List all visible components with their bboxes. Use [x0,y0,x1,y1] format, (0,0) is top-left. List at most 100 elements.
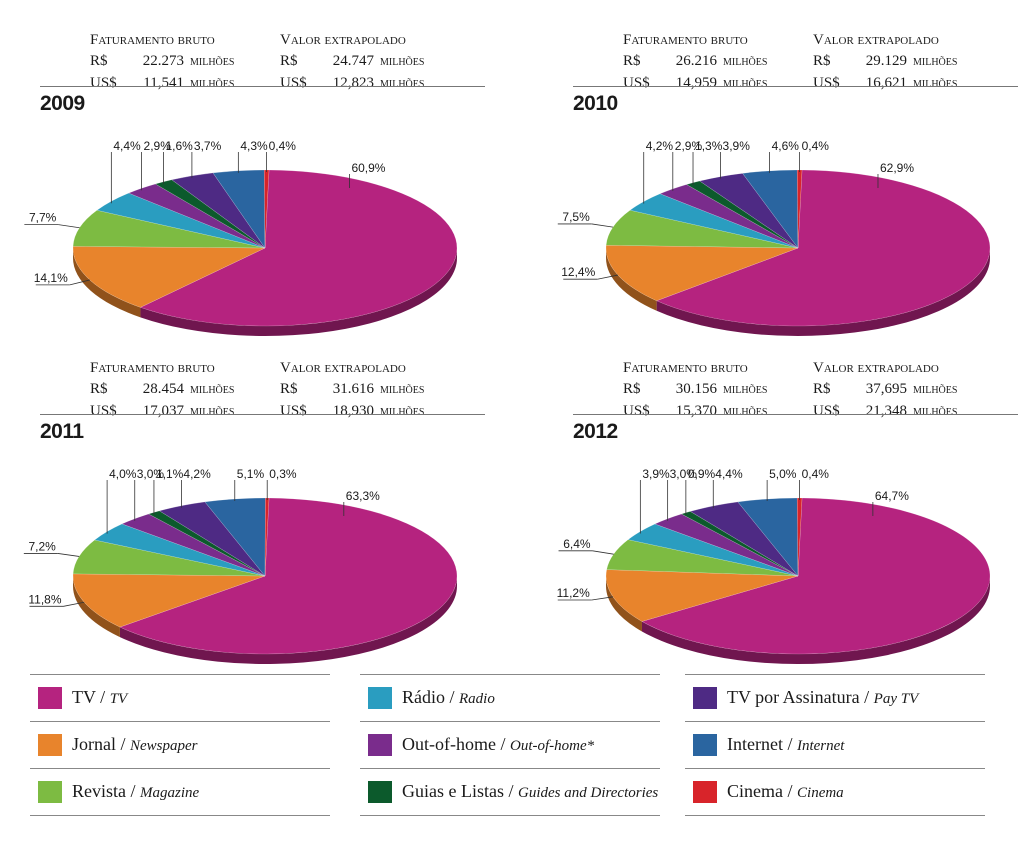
data-label: 4,2% [183,467,211,481]
pie-side [606,248,990,336]
legend-label: Rádio / Radio [402,687,495,708]
faturamento-bruto-brl-value: 28.454 [142,381,184,397]
faturamento-bruto-brl-row: R$ 30.156 milhões [623,378,813,400]
faturamento-bruto-heading: Faturamento bruto [90,32,215,48]
pie-side-tv [641,576,990,664]
data-label: 1,1% [156,467,184,481]
legend: TV / TV Jornal / Newspaper Revista / Magaz… [30,674,990,824]
legend-item-radio: Rádio / Radio [360,674,660,721]
legend-swatch [38,734,62,756]
pie-labels: 62,9% 12,4% 7,5% 4,2% 2,9%1,3% 3,9% 4,6% 0,4% [557,139,914,280]
pie-side-jornal [73,248,141,318]
currency-label: US$ [623,75,650,91]
leader-line [591,596,614,601]
legend-item-guias: Guias e Listas / Guides and Directories [360,768,660,816]
legend-column-1: TV / TV Jornal / Newspaper Revista / Magaz… [30,674,330,816]
unit-label: milhões [380,54,425,69]
valor-extrapolado-usd-value: 21,348 [865,403,907,419]
data-label: 12,4% [561,265,595,279]
legend-swatch [368,734,392,756]
leader-line [58,224,80,229]
chart-title: 2011 [40,420,84,443]
currency-label: US$ [813,75,840,91]
pie-slice-tv [119,497,458,655]
faturamento-bruto-usd-value: 17,037 [142,403,184,419]
pie-slice-tv [139,169,458,327]
currency-label: R$ [813,53,831,69]
data-label: 62,9% [880,161,914,175]
faturamento-bruto-block: Faturamento bruto R$ 28.454 milhões US$ 17,03… [90,358,280,422]
valor-extrapolado-block: Valor extrapolado R$ 31.616 milhões US$ 18,93… [280,358,470,422]
valor-extrapolado-brl-value: 29.129 [865,53,907,69]
legend-separator: / [126,781,141,801]
currency-label: R$ [90,381,108,397]
valor-extrapolado-brl-row: R$ 29.129 milhões [813,50,1003,72]
data-label: 4,3% [240,139,268,153]
valor-extrapolado-usd-value: 18,930 [332,403,374,419]
legend-label-pt: Out-of-home [402,734,496,754]
unit-label: milhões [380,404,425,419]
faturamento-bruto-usd-value: 14,959 [675,75,717,91]
legend-label-pt: TV por Assinatura [727,687,860,707]
data-label: 1,3% [695,139,723,153]
legend-label: Cinema / Cinema [727,781,844,802]
legend-swatch [693,687,717,709]
leader-line [591,223,614,228]
leader-line [597,274,618,280]
pie-top [72,169,458,327]
legend-item-jornal: Jornal / Newspaper [30,721,330,768]
chart-panel-2011: Faturamento bruto R$ 28.454 milhões US$ 17,03… [23,338,510,664]
currency-label: US$ [90,403,117,419]
currency-label: R$ [90,53,108,69]
pie-side-jornal [73,576,120,638]
valor-extrapolado-usd-row: US$ 21,348 milhões [813,400,1003,422]
legend-label-en: Out-of-home* [510,738,595,754]
data-label: 2,9% [144,139,172,153]
chart-panel-2012: Faturamento bruto R$ 30.156 milhões US$ 15,37… [557,338,1027,664]
pie-slice-jornal [605,569,799,622]
faturamento-bruto-usd-row: US$ 11,541 milhões [90,72,280,94]
valor-extrapolado-block: Valor extrapolado R$ 29.129 milhões US$ 16,62… [813,30,1003,94]
valor-extrapolado-brl-row: R$ 37,695 milhões [813,378,1003,400]
valor-extrapolado-usd-row: US$ 18,930 milhões [280,400,470,422]
data-label: 3,0% [137,467,165,481]
legend-label-en: Cinema [797,785,844,801]
data-label: 64,7% [875,489,909,503]
legend-separator: / [783,781,798,801]
data-label: 0,3% [269,467,297,481]
legend-label-pt: Revista [72,781,126,801]
data-label: 3,7% [194,139,222,153]
pie-slice-tv [655,169,991,327]
legend-separator: / [495,734,510,754]
data-label: 5,0% [769,467,797,481]
pie-labels: 64,7% 11,2% 6,4% 3,9% 3,0%0,9% 4,4% 5,0% 0,4% [557,467,909,601]
legend-label: TV / TV [72,687,127,708]
data-label: 63,3% [346,489,380,503]
chart-title: 2010 [573,92,618,115]
valor-extrapolado-block: Valor extrapolado R$ 37,695 milhões US$ 21,34… [813,358,1003,422]
valor-extrapolado-heading: Valor extrapolado [280,360,406,376]
header-rule [573,414,1018,415]
legend-item-revista: Revista / Magazine [30,768,330,816]
unit-label: milhões [913,54,958,69]
legend-label-pt: Internet [727,734,783,754]
data-label: 5,1% [237,467,265,481]
legend-separator: / [116,734,131,754]
data-label: 3,9% [642,467,670,481]
legend-label-en: Internet [796,738,845,754]
currency-label: R$ [813,381,831,397]
currency-label: US$ [623,403,650,419]
data-label: 3,9% [723,139,751,153]
data-label: 4,4% [113,139,141,153]
pie-side [606,576,990,664]
faturamento-bruto-block: Faturamento bruto R$ 22.273 milhões US$ 11,54… [90,30,280,94]
pie-slice-revista [605,209,799,249]
unit-label: milhões [913,382,958,397]
legend-separator: / [503,781,518,801]
valor-extrapolado-heading: Valor extrapolado [280,32,406,48]
pie-slice-jornal [72,573,266,628]
faturamento-bruto-usd-row: US$ 17,037 milhões [90,400,280,422]
legend-swatch [693,781,717,803]
legend-separator: / [859,687,874,707]
faturamento-bruto-usd-row: US$ 14,959 milhões [623,72,813,94]
